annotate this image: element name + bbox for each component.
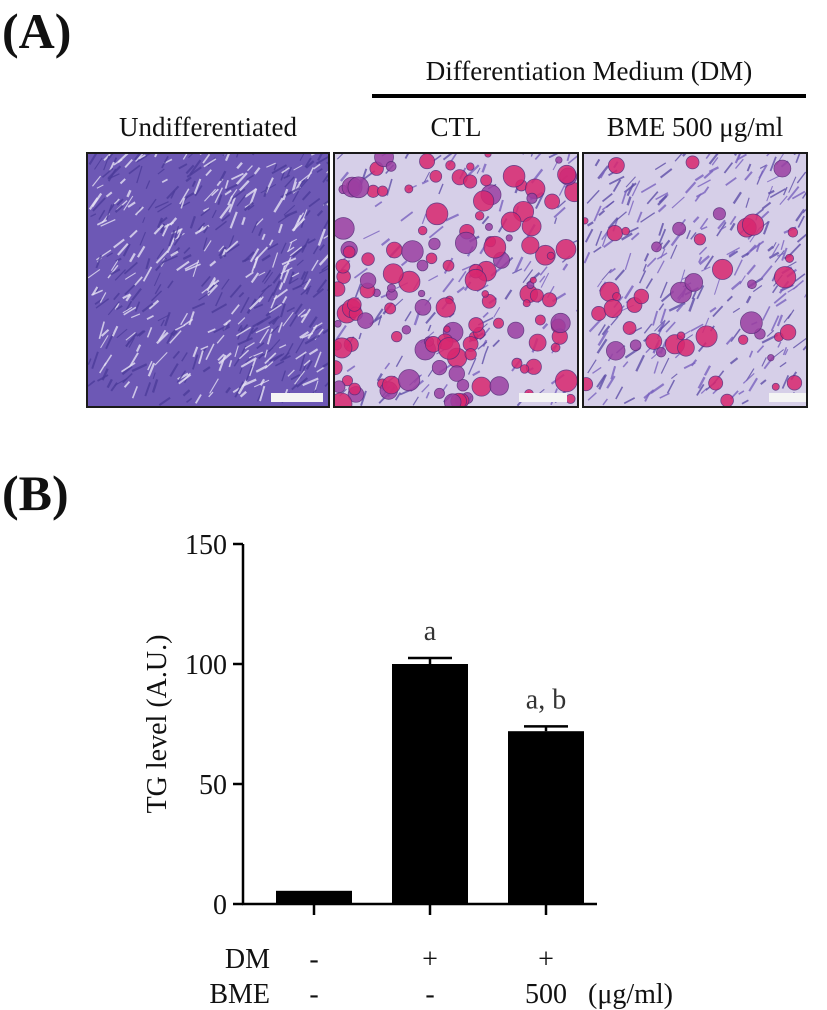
tg-level-chart: 0 50 100 150 TG level (A.U.) a a, b DM - + + BME - - 5… [142, 530, 673, 1010]
bar [276, 890, 352, 904]
condition-row-label: DM [225, 944, 270, 975]
scale-bar [271, 393, 323, 402]
dm-group-header: Differentiation Medium (DM) [425, 56, 753, 86]
label-bme: BME 500 μg/ml [606, 112, 784, 142]
micrograph-ctl [333, 152, 579, 408]
condition-value: 500 [525, 979, 567, 1010]
condition-value: - [309, 979, 318, 1010]
condition-value: + [538, 944, 554, 975]
condition-value: - [425, 979, 434, 1010]
label-ctl: CTL [430, 112, 482, 142]
micrograph-undifferentiated [86, 152, 330, 408]
micrograph-texture [335, 154, 577, 406]
significance-label: a, b [526, 684, 566, 715]
condition-unit: (μg/ml) [588, 979, 673, 1010]
condition-value: - [309, 944, 318, 975]
y-axis-label: TG level (A.U.) [142, 635, 173, 814]
bar [392, 664, 468, 904]
micrograph-texture [584, 154, 806, 406]
panel-b-letter: (B) [2, 465, 69, 521]
label-undifferentiated: Undifferentiated [119, 112, 297, 142]
scale-bar [519, 393, 567, 402]
significance-label: a [424, 616, 437, 647]
condition-row-label: BME [209, 979, 270, 1010]
bar [508, 731, 584, 904]
condition-value: + [422, 944, 438, 975]
panel-a-letter: (A) [2, 3, 72, 59]
y-tick-label: 0 [213, 890, 227, 921]
y-tick-label: 150 [185, 530, 227, 561]
y-tick-label: 100 [185, 650, 227, 681]
micrograph-texture [88, 154, 328, 406]
micrograph-bme [582, 152, 808, 408]
scale-bar [769, 393, 806, 402]
dm-group-line [372, 94, 806, 98]
y-tick-label: 50 [199, 770, 227, 801]
